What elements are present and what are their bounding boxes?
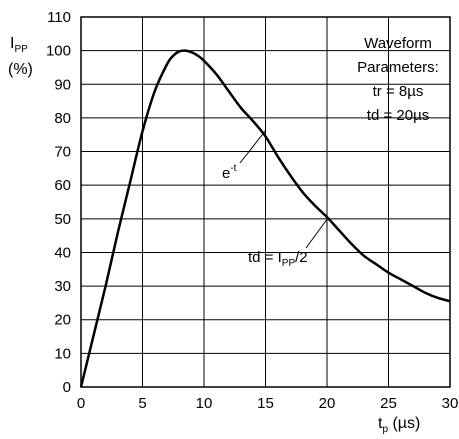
y-tick-label: 70 [54, 144, 71, 161]
y-tick-label: 110 [47, 9, 71, 26]
y-tick-label: 10 [54, 345, 71, 362]
y-tick-label: 40 [54, 244, 71, 261]
td-label: td = IPP/2 [248, 249, 308, 269]
exp-label-sup: -t [230, 163, 236, 174]
parameters-line-2: Parameters: [357, 59, 439, 76]
x-tick-label: 5 [138, 395, 146, 412]
y-tick-label: 80 [54, 110, 71, 127]
y-tick-label: 90 [54, 76, 71, 93]
y-tick-label: 0 [63, 379, 71, 396]
exp-label: e-t [222, 163, 237, 182]
x-tick-label: 20 [319, 395, 336, 412]
y-axis-title-sub: PP [14, 44, 28, 55]
y-tick-label: 20 [54, 312, 71, 329]
x-tick-label: 25 [380, 395, 397, 412]
y-tick-label: 60 [54, 177, 71, 194]
td-label-leader [305, 217, 329, 249]
y-tick-label: 30 [54, 278, 71, 295]
exp-label-leader [239, 129, 267, 164]
grid [81, 17, 450, 387]
y-tick-label: 100 [46, 43, 71, 60]
x-tick-label: 15 [257, 395, 274, 412]
parameters-line-4: td = 20µs [367, 107, 429, 124]
x-tick-label: 0 [77, 395, 85, 412]
x-tick-label: 10 [196, 395, 213, 412]
y-tick-label: 50 [54, 211, 71, 228]
parameters-line-3: tr = 8µs [373, 83, 424, 100]
parameters-line-1: Waveform [364, 35, 432, 52]
td-label-sub: PP [282, 258, 296, 269]
tick-labels: 0 5 10 15 20 25 30 0 10 20 30 40 50 60 70 80 90 100 110 [46, 9, 458, 412]
plot-frame [80, 16, 451, 388]
y-axis-unit: (%) [8, 61, 33, 78]
waveform-curve [79, 49, 451, 388]
parameters-box: Waveform Parameters: tr = 8µs td = 20µs [357, 35, 439, 124]
x-tick-label: 30 [442, 395, 459, 412]
x-axis-title-sub: p [382, 424, 388, 435]
y-axis-title: IPP [10, 35, 28, 55]
x-axis-title: tp (µs) [378, 415, 420, 435]
